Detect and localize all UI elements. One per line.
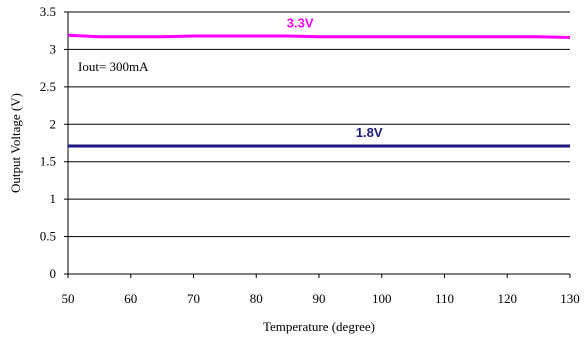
x-tick-label: 60	[124, 291, 137, 306]
tick-labels: 0 0.5 1 1.5 2 2.5 3 3.5 50 60 70 80 90 100 110 120 130	[40, 4, 580, 306]
x-tick-label: 70	[187, 291, 200, 306]
x-tick-label: 130	[560, 291, 580, 306]
x-tick-label: 100	[372, 291, 392, 306]
series-label: 3.3V	[287, 16, 314, 31]
y-tick-label: 2.5	[40, 79, 56, 94]
x-tick-label: 110	[435, 291, 454, 306]
x-tick-label: 90	[313, 291, 326, 306]
tick-marks	[64, 11, 571, 278]
x-tick-label: 50	[62, 291, 75, 306]
y-tick-label: 2	[50, 116, 57, 131]
y-tick-label: 3.5	[40, 4, 56, 19]
y-axis-title: Output Voltage (V)	[8, 93, 23, 193]
y-tick-label: 0.5	[40, 229, 56, 244]
y-tick-label: 1	[50, 191, 57, 206]
series-label: 1.8V	[356, 125, 383, 140]
axes	[67, 12, 570, 275]
y-tick-label: 3	[50, 41, 57, 56]
y-tick-label: 0	[50, 266, 57, 281]
x-tick-label: 120	[498, 291, 518, 306]
load-current-annotation: Iout= 300mA	[78, 59, 149, 74]
series-lines	[67, 33, 571, 148]
x-axis-title: Temperature (degree)	[263, 319, 375, 334]
series-labels: 3.3V 1.8V	[287, 16, 383, 140]
y-tick-label: 1.5	[40, 154, 56, 169]
x-tick-label: 80	[250, 291, 263, 306]
grid-lines	[68, 11, 570, 238]
series-line	[67, 33, 571, 39]
